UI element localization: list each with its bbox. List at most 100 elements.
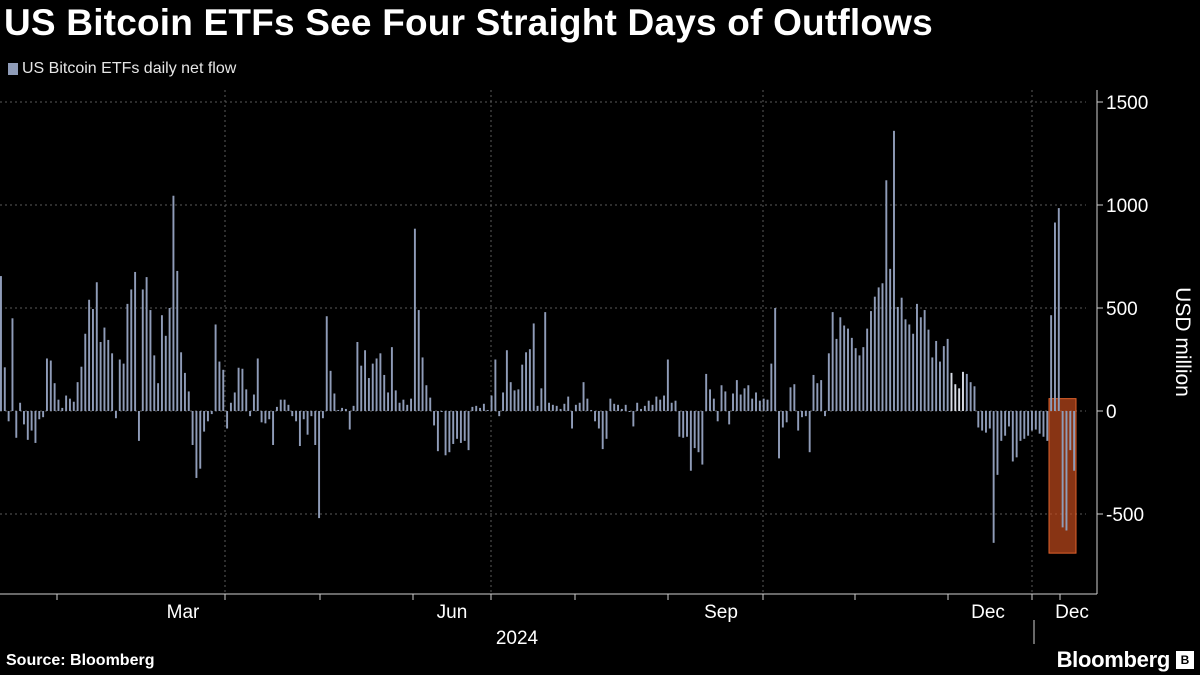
bar bbox=[172, 195, 175, 411]
bar bbox=[797, 411, 800, 431]
bar bbox=[889, 268, 892, 411]
bar bbox=[229, 402, 232, 411]
bar bbox=[436, 411, 439, 452]
bar bbox=[23, 411, 25, 425]
bar bbox=[532, 323, 535, 411]
bar bbox=[467, 411, 470, 451]
bar bbox=[969, 382, 972, 411]
bar bbox=[1042, 411, 1045, 437]
y-tick-label: 1500 bbox=[1106, 93, 1148, 114]
bar bbox=[302, 411, 305, 420]
bar bbox=[433, 411, 436, 426]
y-tick-label: 500 bbox=[1106, 299, 1138, 320]
bar bbox=[858, 355, 861, 411]
bar bbox=[53, 383, 56, 411]
bar bbox=[919, 317, 922, 411]
bar bbox=[84, 333, 87, 411]
bar bbox=[168, 308, 171, 411]
bar bbox=[421, 357, 424, 411]
bar bbox=[988, 411, 991, 429]
bar bbox=[364, 350, 367, 411]
bar bbox=[927, 329, 930, 411]
bar bbox=[398, 402, 401, 411]
bar bbox=[517, 389, 520, 411]
bar bbox=[643, 405, 646, 411]
bar bbox=[893, 130, 895, 411]
brand-mark-icon: B bbox=[1176, 651, 1194, 669]
bar bbox=[1046, 411, 1049, 441]
bar bbox=[716, 411, 719, 422]
bar bbox=[1000, 411, 1003, 441]
bar bbox=[528, 349, 531, 411]
bar bbox=[789, 387, 792, 411]
bar bbox=[705, 373, 708, 411]
bar bbox=[758, 400, 761, 411]
bar bbox=[264, 411, 267, 424]
bar bbox=[310, 411, 313, 417]
bar bbox=[390, 347, 393, 411]
bar bbox=[693, 411, 696, 449]
bar bbox=[877, 287, 880, 411]
bar bbox=[770, 363, 773, 411]
bar bbox=[502, 392, 505, 411]
bar bbox=[490, 395, 493, 411]
bar bbox=[904, 319, 907, 411]
bar bbox=[866, 328, 869, 411]
bar bbox=[371, 363, 374, 411]
bar bbox=[187, 391, 190, 411]
bar bbox=[701, 411, 704, 465]
bar bbox=[99, 341, 102, 411]
bar bbox=[260, 411, 263, 423]
bar bbox=[647, 400, 650, 411]
bar bbox=[57, 399, 60, 411]
bar bbox=[912, 333, 915, 411]
bar bbox=[881, 283, 884, 411]
bar bbox=[663, 395, 665, 411]
bar bbox=[337, 409, 340, 411]
bar bbox=[279, 399, 282, 411]
bar bbox=[80, 366, 83, 411]
bar bbox=[360, 365, 363, 411]
bar bbox=[655, 396, 658, 411]
bar bbox=[1069, 411, 1072, 451]
bar bbox=[15, 411, 18, 438]
bar bbox=[536, 405, 539, 411]
bar bbox=[241, 368, 244, 411]
bar bbox=[954, 384, 957, 411]
legend-label: US Bitcoin ETFs daily net flow bbox=[22, 60, 237, 77]
bar bbox=[739, 394, 742, 411]
bar bbox=[486, 409, 489, 411]
bar bbox=[555, 405, 558, 411]
x-tick-label: Mar bbox=[167, 602, 200, 623]
x-tick-label: Sep bbox=[704, 602, 738, 623]
bar bbox=[325, 316, 328, 411]
bar bbox=[3, 367, 6, 411]
bar bbox=[973, 386, 976, 411]
bar bbox=[839, 317, 842, 411]
bar bbox=[1027, 411, 1030, 436]
bar bbox=[563, 403, 566, 411]
bar bbox=[1050, 315, 1053, 411]
bar bbox=[540, 388, 543, 411]
bar bbox=[824, 411, 826, 417]
chart-title: US Bitcoin ETFs See Four Straight Days o… bbox=[4, 2, 933, 43]
bar bbox=[475, 405, 478, 411]
bar bbox=[682, 411, 685, 438]
bar bbox=[686, 411, 688, 437]
bar bbox=[981, 411, 984, 431]
bar bbox=[586, 398, 589, 411]
bar bbox=[728, 411, 731, 425]
bar bbox=[743, 388, 746, 411]
bar bbox=[735, 380, 738, 411]
bar bbox=[141, 289, 144, 411]
bar bbox=[544, 312, 547, 411]
bar bbox=[774, 308, 777, 411]
bar bbox=[498, 411, 501, 417]
bar bbox=[417, 310, 420, 411]
bar bbox=[605, 411, 608, 439]
bar bbox=[908, 324, 911, 411]
bar bbox=[352, 405, 355, 411]
bar bbox=[808, 411, 811, 453]
x-tick-label: Dec bbox=[971, 602, 1005, 623]
bars bbox=[0, 130, 1076, 543]
